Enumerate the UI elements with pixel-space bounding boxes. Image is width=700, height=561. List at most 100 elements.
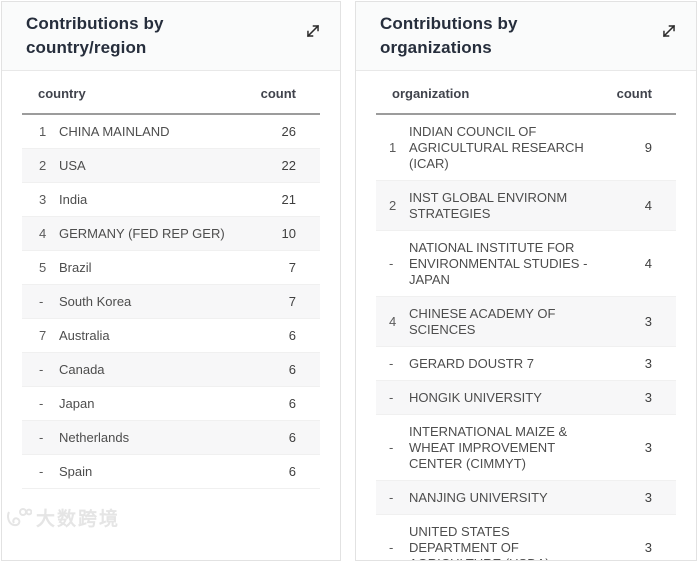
column-header-count: count — [236, 71, 320, 114]
name-cell: HONGIK UNIVERSITY — [409, 381, 597, 415]
name-cell: CHINESE ACADEMY OF SCIENCES — [409, 297, 597, 347]
name-cell: UNITED STATES DEPARTMENT OF AGRICULTURE … — [409, 515, 597, 561]
table-row: -INTERNATIONAL MAIZE & WHEAT IMPROVEMENT… — [376, 415, 676, 481]
rank-cell: - — [376, 231, 409, 297]
rank-cell: 5 — [22, 251, 59, 285]
panel-contributions-by-organizations: Contributions by organizations organizat… — [355, 1, 697, 561]
name-cell: USA — [59, 149, 236, 183]
count-cell: 6 — [236, 353, 320, 387]
count-cell: 6 — [236, 387, 320, 421]
rank-cell: 1 — [376, 114, 409, 181]
name-cell: NANJING UNIVERSITY — [409, 481, 597, 515]
count-cell: 4 — [597, 181, 676, 231]
count-cell: 4 — [597, 231, 676, 297]
name-cell: South Korea — [59, 285, 236, 319]
table-header-row: organization count — [376, 71, 676, 114]
name-cell: Spain — [59, 455, 236, 489]
expand-icon[interactable] — [300, 18, 326, 44]
column-header-count: count — [597, 71, 676, 114]
count-cell: 9 — [597, 114, 676, 181]
count-cell: 3 — [597, 297, 676, 347]
rank-cell: - — [22, 285, 59, 319]
rank-cell: - — [22, 387, 59, 421]
rank-cell: - — [376, 381, 409, 415]
name-cell: NATIONAL INSTITUTE FOR ENVIRONMENTAL STU… — [409, 231, 597, 297]
count-cell: 21 — [236, 183, 320, 217]
name-cell: Brazil — [59, 251, 236, 285]
rank-cell: - — [22, 455, 59, 489]
panel-title: Contributions by country/region — [26, 12, 261, 60]
rank-cell: 2 — [376, 181, 409, 231]
count-cell: 6 — [236, 421, 320, 455]
rank-cell: 4 — [376, 297, 409, 347]
rank-cell: - — [22, 421, 59, 455]
name-cell: Netherlands — [59, 421, 236, 455]
name-cell: INDIAN COUNCIL OF AGRICULTURAL RESEARCH … — [409, 114, 597, 181]
rank-cell: - — [376, 515, 409, 561]
count-cell: 10 — [236, 217, 320, 251]
name-cell: Australia — [59, 319, 236, 353]
column-header-organization: organization — [376, 71, 597, 114]
table-row: -UNITED STATES DEPARTMENT OF AGRICULTURE… — [376, 515, 676, 561]
panel-contributions-by-country: Contributions by country/region country … — [1, 1, 341, 561]
count-cell: 3 — [597, 515, 676, 561]
count-cell: 6 — [236, 319, 320, 353]
rank-cell: 3 — [22, 183, 59, 217]
name-cell: GERMANY (FED REP GER) — [59, 217, 236, 251]
rank-cell: - — [376, 347, 409, 381]
count-cell: 3 — [597, 481, 676, 515]
panel-header: Contributions by organizations — [356, 2, 696, 71]
rank-cell: - — [376, 481, 409, 515]
name-cell: INTERNATIONAL MAIZE & WHEAT IMPROVEMENT … — [409, 415, 597, 481]
name-cell: GERARD DOUSTR 7 — [409, 347, 597, 381]
name-cell: India — [59, 183, 236, 217]
name-cell: Japan — [59, 387, 236, 421]
table-row: -NATIONAL INSTITUTE FOR ENVIRONMENTAL ST… — [376, 231, 676, 297]
rank-cell: 7 — [22, 319, 59, 353]
table-header-row: country count — [22, 71, 320, 114]
panel-header: Contributions by country/region — [2, 2, 340, 71]
rank-cell: - — [376, 415, 409, 481]
expand-icon[interactable] — [656, 18, 682, 44]
count-cell: 22 — [236, 149, 320, 183]
name-cell: CHINA MAINLAND — [59, 114, 236, 149]
count-cell: 3 — [597, 415, 676, 481]
rank-cell: - — [22, 353, 59, 387]
count-cell: 6 — [236, 455, 320, 489]
rank-cell: 2 — [22, 149, 59, 183]
count-cell: 3 — [597, 381, 676, 415]
count-cell: 7 — [236, 285, 320, 319]
count-cell: 7 — [236, 251, 320, 285]
name-cell: INST GLOBAL ENVIRONM STRATEGIES — [409, 181, 597, 231]
rank-cell: 4 — [22, 217, 59, 251]
count-cell: 26 — [236, 114, 320, 149]
name-cell: Canada — [59, 353, 236, 387]
panel-title: Contributions by organizations — [380, 12, 615, 60]
rank-cell: 1 — [22, 114, 59, 149]
count-cell: 3 — [597, 347, 676, 381]
